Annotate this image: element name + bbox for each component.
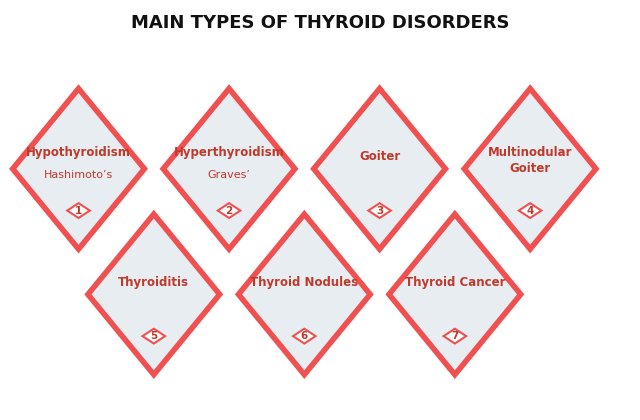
Polygon shape <box>389 214 521 375</box>
Text: Thyroiditis: Thyroiditis <box>118 276 189 289</box>
Text: 1: 1 <box>75 205 82 215</box>
Text: Multinodular: Multinodular <box>488 146 572 159</box>
Text: 6: 6 <box>301 331 308 341</box>
Text: Goiter: Goiter <box>359 150 400 163</box>
Text: 3: 3 <box>376 205 383 215</box>
Text: Hyperthyroidism: Hyperthyroidism <box>173 146 284 159</box>
Text: Hashimoto’s: Hashimoto’s <box>44 170 113 180</box>
Polygon shape <box>368 203 391 218</box>
Text: Graves’: Graves’ <box>207 170 250 180</box>
Polygon shape <box>218 203 241 218</box>
Text: Thyroid Cancer: Thyroid Cancer <box>404 276 505 289</box>
Text: MAIN TYPES OF THYROID DISORDERS: MAIN TYPES OF THYROID DISORDERS <box>131 14 509 32</box>
Polygon shape <box>464 89 596 249</box>
Text: Goiter: Goiter <box>509 163 551 175</box>
Polygon shape <box>88 214 220 375</box>
Polygon shape <box>143 329 165 344</box>
Text: 7: 7 <box>451 331 458 341</box>
Text: Hypothyroidism: Hypothyroidism <box>26 146 131 159</box>
Text: 2: 2 <box>225 205 233 215</box>
Polygon shape <box>314 89 445 249</box>
Polygon shape <box>67 203 90 218</box>
Text: 5: 5 <box>150 331 157 341</box>
Polygon shape <box>163 89 295 249</box>
Polygon shape <box>293 329 316 344</box>
Polygon shape <box>13 89 145 249</box>
Polygon shape <box>239 214 370 375</box>
Text: 4: 4 <box>527 205 534 215</box>
Polygon shape <box>444 329 466 344</box>
Polygon shape <box>519 203 541 218</box>
Text: Thyroid Nodules: Thyroid Nodules <box>250 276 358 289</box>
